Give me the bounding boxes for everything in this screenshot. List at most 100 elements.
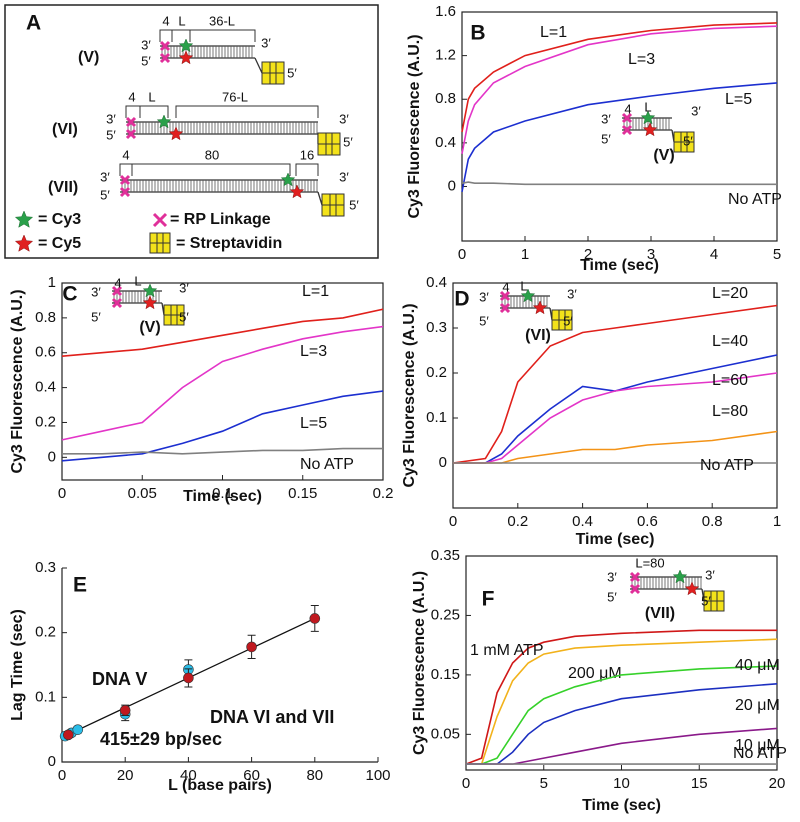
y-axis-label: Cy3 Fluorescence (A.U.) (9, 289, 26, 473)
y-tick-label: 0.1 (426, 409, 447, 426)
cy5-star (178, 50, 194, 65)
x-tick-label: 60 (243, 767, 260, 784)
rp-linkage (119, 174, 131, 186)
inset-label: 3′ (179, 280, 189, 295)
construct-name: (V) (78, 49, 99, 66)
y-tick-label: 0.3 (426, 319, 447, 336)
series-line (466, 665, 778, 765)
inset-label: 5′ (701, 593, 711, 608)
strand-end: 3′ (106, 111, 116, 126)
series-label: L=1 (540, 24, 567, 41)
legend-text: = Cy3 (38, 211, 81, 228)
segment-bracket (175, 105, 319, 118)
cy3-star (640, 110, 656, 125)
segment-label: 4 (162, 13, 169, 28)
x-axis-label: Time (sec) (582, 797, 661, 814)
inset-label: 5′ (563, 313, 573, 328)
cy5-star (684, 581, 700, 596)
rp-linkage (111, 297, 123, 309)
rp-linkage (111, 285, 123, 297)
segment-label: 4 (122, 147, 129, 162)
base-pairs (501, 296, 548, 308)
x-tick-label: 80 (306, 767, 323, 784)
series-line (62, 447, 383, 455)
base-pairs (127, 122, 318, 134)
rp-linkage (499, 290, 511, 302)
x-tick-label: 0.05 (128, 485, 157, 502)
inset-label: L (134, 273, 141, 288)
y-tick-label: 0.25 (431, 606, 460, 623)
y-tick-label: 0.4 (35, 379, 56, 396)
panel-letter: A (26, 12, 41, 35)
series-label: L=1 (302, 283, 329, 300)
strand-end: 5′ (106, 127, 116, 142)
inset-label: 5′ (179, 309, 189, 324)
y-tick-label: 0 (48, 448, 56, 465)
y-tick-label: 0.05 (431, 725, 460, 742)
segment-label: L (178, 13, 185, 28)
series-label: DNA VI and VII (210, 707, 334, 727)
cy3-star (520, 288, 536, 303)
series-label: No ATP (700, 457, 754, 474)
cy5-star (289, 184, 305, 199)
point (72, 724, 84, 735)
x-tick-label: 10 (613, 775, 630, 792)
inset-label: 4 (502, 279, 509, 294)
x-tick-label: 1 (521, 246, 529, 263)
series-line (61, 325, 384, 441)
inset-label: (VI) (525, 327, 551, 344)
x-tick-label: 20 (117, 767, 134, 784)
point (63, 729, 74, 741)
rp-linkage (621, 124, 633, 136)
x-axis-label: L (base pairs) (168, 777, 272, 794)
series-line (461, 25, 778, 154)
segment-label: 16 (300, 147, 314, 162)
rp-linkage (119, 186, 131, 198)
strand-end: 5′ (287, 65, 297, 80)
y-tick-label: 0.2 (35, 413, 56, 430)
cy5-star (168, 126, 184, 141)
series-label: L=5 (300, 415, 327, 432)
y-axis-label: Lag Time (sec) (9, 609, 26, 721)
segment-label: 4 (128, 89, 135, 104)
cy3-star (280, 172, 296, 187)
x-tick-label: 0 (58, 767, 66, 784)
y-tick-label: 0 (48, 753, 56, 770)
streptavidin-lines (552, 310, 572, 330)
segment-bracket (131, 163, 291, 176)
y-tick-label: 0.8 (35, 309, 56, 326)
inset-label: 3′ (479, 289, 489, 304)
x-tick-label: 0.4 (572, 513, 593, 530)
inset-label: L (520, 278, 527, 293)
series-label: L=3 (628, 51, 655, 68)
x-tick-label: 0 (458, 246, 466, 263)
series-label: L=5 (725, 91, 752, 108)
x-tick-label: 15 (691, 775, 708, 792)
series-line (461, 82, 778, 193)
panel-letter: D (454, 288, 469, 311)
cy5-star (14, 234, 34, 252)
y-tick-label: 0.15 (431, 666, 460, 683)
x-tick-label: 0.15 (288, 485, 317, 502)
y-tick-label: 0.1 (35, 688, 56, 705)
base-pairs (161, 46, 253, 58)
streptavidin-lines (322, 194, 344, 216)
y-axis-label: Cy3 Fluorescence (A.U.) (406, 34, 423, 218)
rp-linkage (152, 212, 168, 228)
series-line (61, 390, 384, 462)
legend-text: = Cy5 (38, 235, 81, 252)
segment-label: 80 (205, 147, 219, 162)
strand-end: 3′ (100, 169, 110, 184)
inset-label: L (644, 99, 651, 114)
y-tick-label: 0 (439, 454, 447, 471)
x-axis-label: Time (sec) (576, 531, 655, 548)
segment-bracket (119, 163, 133, 176)
strand-end: 3′ (141, 37, 151, 52)
series-label: No ATP (300, 456, 354, 473)
inset-label: (V) (653, 147, 674, 164)
y-tick-label: 1.2 (435, 47, 456, 64)
inset-label: 5′ (601, 131, 611, 146)
cy5-star (532, 300, 548, 315)
x-tick-label: 0.8 (702, 513, 723, 530)
x-axis-label: Time (sec) (183, 488, 262, 505)
